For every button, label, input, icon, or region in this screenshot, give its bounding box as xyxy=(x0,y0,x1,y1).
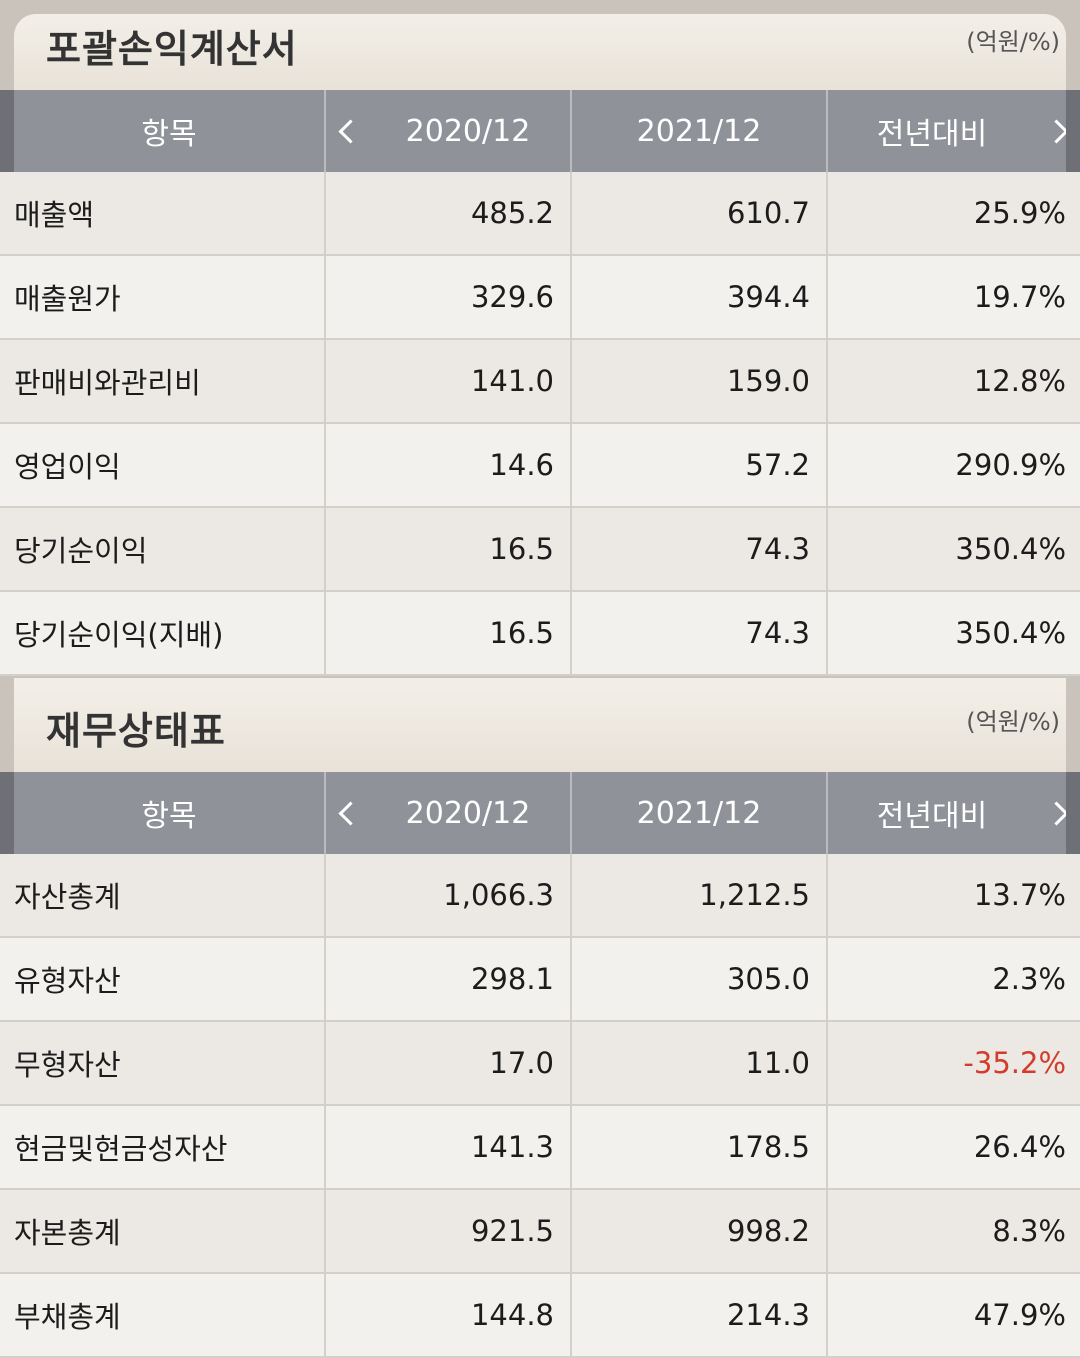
value-2020: 141.0 xyxy=(326,340,572,422)
header-2020: 2020/12 xyxy=(326,772,572,854)
value-yoy: 19.7% xyxy=(973,280,1066,314)
table-row: 당기순이익(지배) 16.5 74.3 350.4% xyxy=(0,592,1080,676)
row-label: 자산총계 xyxy=(0,854,326,936)
value-2021: 74.3 xyxy=(572,508,828,590)
table-row: 영업이익 14.6 57.2 290.9% xyxy=(0,424,1080,508)
section-title: 재무상태표 xyxy=(46,709,226,753)
value-2021: 1,212.5 xyxy=(572,854,828,936)
table-row: 자본총계 921.5 998.2 8.3% xyxy=(0,1190,1080,1274)
row-label: 자본총계 xyxy=(0,1190,326,1272)
income-rows: 매출액 485.2 610.7 25.9% 매출원가 329.6 394.4 1… xyxy=(0,172,1080,676)
header-2020: 2020/12 xyxy=(326,90,572,172)
row-label: 당기순이익(지배) xyxy=(0,592,326,674)
value-2020: 144.8 xyxy=(326,1274,572,1356)
value-2021: 998.2 xyxy=(572,1190,828,1272)
table-row: 매출액 485.2 610.7 25.9% xyxy=(0,172,1080,256)
value-2020: 16.5 xyxy=(326,592,572,674)
value-yoy: 12.8% xyxy=(973,364,1066,398)
row-label: 당기순이익 xyxy=(0,508,326,590)
value-2020: 1,066.3 xyxy=(326,854,572,936)
value-2020: 329.6 xyxy=(326,256,572,338)
value-yoy: 26.4% xyxy=(973,1130,1066,1164)
row-label: 무형자산 xyxy=(0,1022,326,1104)
value-2020: 921.5 xyxy=(326,1190,572,1272)
value-2020: 16.5 xyxy=(326,508,572,590)
value-2021: 305.0 xyxy=(572,938,828,1020)
balance-sheet-header: 재무상태표 (억원/%) xyxy=(14,678,1066,772)
unit-label: (억원/%) xyxy=(966,28,1060,56)
value-2021: 57.2 xyxy=(572,424,828,506)
row-label: 유형자산 xyxy=(0,938,326,1020)
income-statement-header: 포괄손익계산서 (억원/%) xyxy=(14,14,1066,90)
value-2021: 214.3 xyxy=(572,1274,828,1356)
table-row: 판매비와관리비 141.0 159.0 12.8% xyxy=(0,340,1080,424)
value-yoy: 350.4% xyxy=(955,616,1066,650)
header-item: 항목 xyxy=(0,772,326,854)
table-header-row: 항목 2020/12 2021/12 전년대비 xyxy=(0,90,1080,172)
value-2020: 298.1 xyxy=(326,938,572,1020)
value-2020: 141.3 xyxy=(326,1106,572,1188)
row-label: 매출액 xyxy=(0,172,326,254)
header-2021: 2021/12 xyxy=(572,90,828,172)
value-yoy: 13.7% xyxy=(973,878,1066,912)
value-2021: 159.0 xyxy=(572,340,828,422)
value-yoy: 25.9% xyxy=(973,196,1066,230)
table-row: 무형자산 17.0 11.0 -35.2% xyxy=(0,1022,1080,1106)
value-yoy: 8.3% xyxy=(992,1214,1066,1248)
value-2020: 17.0 xyxy=(326,1022,572,1104)
header-2021: 2021/12 xyxy=(572,772,828,854)
row-label: 영업이익 xyxy=(0,424,326,506)
header-yoy: 전년대비 xyxy=(876,117,988,152)
table-row: 현금및현금성자산 141.3 178.5 26.4% xyxy=(0,1106,1080,1190)
value-yoy: 290.9% xyxy=(955,448,1066,482)
row-label: 판매비와관리비 xyxy=(0,340,326,422)
value-yoy-negative: -35.2% xyxy=(963,1046,1066,1080)
value-2021: 178.5 xyxy=(572,1106,828,1188)
value-yoy: 47.9% xyxy=(973,1298,1066,1332)
unit-label: (억원/%) xyxy=(966,708,1060,736)
value-2021: 610.7 xyxy=(572,172,828,254)
table-row: 부채총계 144.8 214.3 47.9% xyxy=(0,1274,1080,1358)
header-item: 항목 xyxy=(0,90,326,172)
balance-sheet-card: 재무상태표 (억원/%) 항목 2020/12 2021/12 전년대비 자산총… xyxy=(0,678,1080,1358)
table-row: 매출원가 329.6 394.4 19.7% xyxy=(0,256,1080,340)
income-statement-card: 포괄손익계산서 (억원/%) 항목 2020/12 2021/12 전년대비 매… xyxy=(0,0,1080,678)
table-row: 당기순이익 16.5 74.3 350.4% xyxy=(0,508,1080,592)
section-title: 포괄손익계산서 xyxy=(46,27,298,71)
chevron-left-icon[interactable] xyxy=(330,90,370,172)
value-yoy: 2.3% xyxy=(992,962,1066,996)
table-row: 유형자산 298.1 305.0 2.3% xyxy=(0,938,1080,1022)
value-2021: 11.0 xyxy=(572,1022,828,1104)
balance-rows: 자산총계 1,066.3 1,212.5 13.7% 유형자산 298.1 30… xyxy=(0,854,1080,1358)
value-2020: 485.2 xyxy=(326,172,572,254)
value-2021: 394.4 xyxy=(572,256,828,338)
value-2020: 14.6 xyxy=(326,424,572,506)
chevron-left-icon[interactable] xyxy=(330,772,370,854)
row-label: 현금및현금성자산 xyxy=(0,1106,326,1188)
value-2021: 74.3 xyxy=(572,592,828,674)
table-row: 자산총계 1,066.3 1,212.5 13.7% xyxy=(0,854,1080,938)
row-label: 부채총계 xyxy=(0,1274,326,1356)
value-yoy: 350.4% xyxy=(955,532,1066,566)
header-yoy: 전년대비 xyxy=(876,799,988,834)
table-header-row: 항목 2020/12 2021/12 전년대비 xyxy=(0,772,1080,854)
row-label: 매출원가 xyxy=(0,256,326,338)
